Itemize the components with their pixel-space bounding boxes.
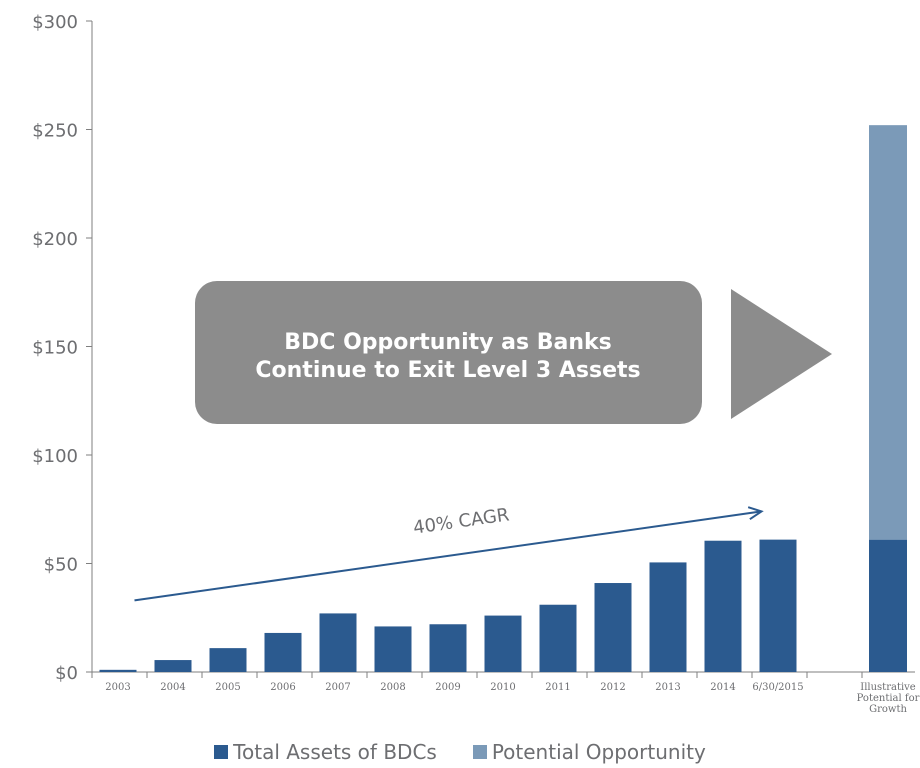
x-tick-label: 2007	[325, 682, 350, 693]
legend: Total Assets of BDCs Potential Opportuni…	[0, 738, 920, 766]
legend-swatch-potential	[472, 745, 487, 759]
callout-line-1: BDC Opportunity as Banks	[284, 330, 612, 355]
callout-line-2: Continue to Exit Level 3 Assets	[255, 358, 640, 383]
x-tick-label: 2013	[655, 682, 680, 693]
bar-potential-opportunity	[869, 125, 907, 540]
x-tick-label: 2003	[105, 682, 130, 693]
y-tick-label: $50	[44, 555, 78, 576]
x-tick-label: 2014	[710, 682, 735, 693]
bar-total-assets	[264, 632, 302, 672]
bar-total-assets	[319, 613, 357, 672]
bar-total-assets	[429, 624, 467, 672]
bar-total-assets	[869, 539, 907, 672]
cagr-arrow-line	[134, 510, 762, 602]
x-tick-label: 2011	[545, 682, 570, 693]
bar-total-assets	[649, 562, 687, 672]
legend-item-total-assets: Total Assets of BDCs	[214, 740, 437, 764]
y-tick-label: $200	[32, 229, 78, 250]
legend-label-total-assets: Total Assets of BDCs	[233, 740, 437, 764]
legend-item-potential: Potential Opportunity	[472, 740, 706, 764]
bar-total-assets	[759, 539, 797, 672]
y-tick-label: $300	[32, 12, 78, 33]
legend-swatch-total-assets	[214, 745, 229, 759]
cagr-label: 40% CAGR	[412, 504, 511, 538]
bar-total-assets	[484, 615, 522, 672]
x-tick-label: 6/30/2015	[752, 682, 803, 693]
bar-total-assets	[374, 626, 412, 672]
x-tick-label: 2004	[160, 682, 185, 693]
x-tick-label: Growth	[869, 704, 907, 715]
bar-total-assets	[704, 540, 742, 672]
y-tick-label: $100	[32, 446, 78, 467]
y-tick-label: $150	[32, 338, 78, 359]
x-tick-label: Potential for	[857, 693, 920, 704]
x-tick-label: Illustrative	[860, 682, 916, 693]
x-tick-label: 2005	[215, 682, 240, 693]
bar-total-assets	[209, 648, 247, 672]
x-tick-label: 2009	[435, 682, 460, 693]
callout-arrow-shape	[731, 289, 832, 419]
y-tick-label: $0	[55, 663, 78, 684]
y-tick-label: $250	[32, 121, 78, 142]
x-tick-label: 2012	[600, 682, 625, 693]
callout-box	[195, 281, 702, 424]
x-tick-label: 2010	[490, 682, 515, 693]
bar-total-assets	[594, 583, 632, 672]
legend-label-potential: Potential Opportunity	[491, 740, 706, 764]
x-tick-label: 2006	[270, 682, 295, 693]
bar-total-assets	[539, 604, 577, 672]
bar-total-assets	[154, 660, 192, 672]
bar-total-assets	[99, 669, 137, 672]
x-tick-label: 2008	[380, 682, 405, 693]
cagr-arrow-head	[747, 506, 764, 521]
